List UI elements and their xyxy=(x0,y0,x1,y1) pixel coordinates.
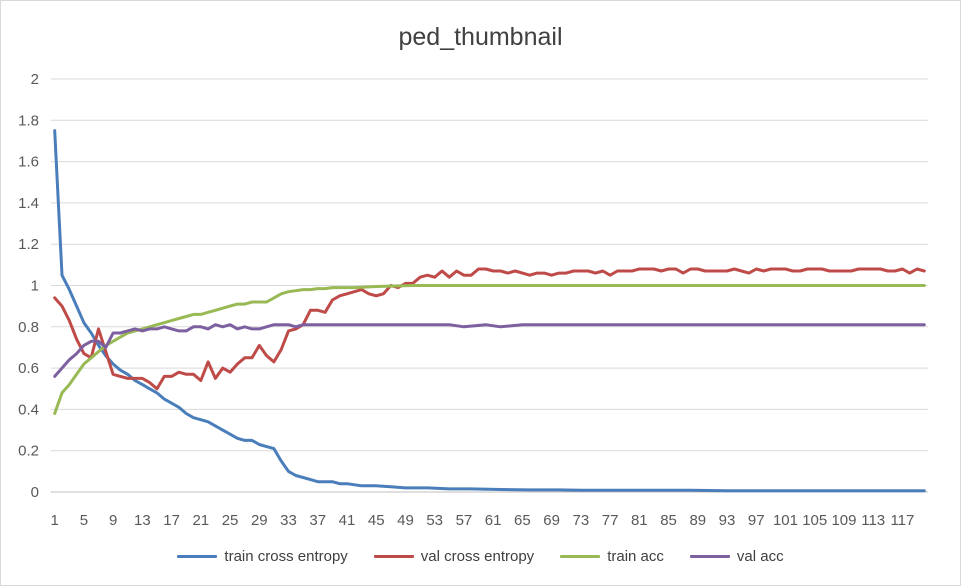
x-tick-label: 49 xyxy=(397,512,414,529)
x-tick-label: 61 xyxy=(485,512,502,529)
legend-label: train acc xyxy=(607,548,664,565)
y-tick-label: 1 xyxy=(31,278,39,295)
chart-legend: train cross entropy val cross entropy trai… xyxy=(1,548,960,565)
x-tick-label: 73 xyxy=(573,512,590,529)
legend-item: val cross entropy xyxy=(373,548,535,565)
y-tick-label: 1.6 xyxy=(18,154,39,171)
legend-swatch xyxy=(373,555,414,558)
series-line xyxy=(53,129,926,493)
y-tick-label: 0.2 xyxy=(18,443,39,460)
legend-item: val acc xyxy=(689,548,784,565)
legend-swatch xyxy=(560,555,601,558)
legend-swatch xyxy=(689,555,730,558)
x-tick-label: 53 xyxy=(426,512,443,529)
x-tick-label: 57 xyxy=(456,512,473,529)
y-tick-label: 0.6 xyxy=(18,360,39,377)
x-tick-label: 29 xyxy=(251,512,268,529)
legend-label: val cross entropy xyxy=(420,548,535,565)
x-tick-label: 69 xyxy=(543,512,560,529)
legend-swatch xyxy=(177,555,218,558)
legend-label: train cross entropy xyxy=(224,548,348,565)
x-tick-label: 33 xyxy=(280,512,297,529)
y-tick-label: 0 xyxy=(31,484,39,501)
x-tick-label: 37 xyxy=(309,512,326,529)
y-tick-label: 2 xyxy=(31,71,39,88)
x-tick-label: 81 xyxy=(631,512,648,529)
y-tick-label: 1.4 xyxy=(18,195,39,212)
x-tick-label: 17 xyxy=(163,512,180,529)
x-tick-label: 97 xyxy=(748,512,765,529)
x-tick-label: 113 xyxy=(861,512,885,529)
x-tick-label: 45 xyxy=(368,512,385,529)
legend-label: val acc xyxy=(736,548,784,565)
x-tick-label: 5 xyxy=(80,512,88,529)
x-tick-label: 25 xyxy=(222,512,239,529)
y-tick-label: 1.8 xyxy=(18,112,39,129)
y-tick-label: 1.2 xyxy=(18,236,39,253)
x-tick-label: 105 xyxy=(802,512,827,529)
x-tick-label: 85 xyxy=(660,512,677,529)
x-tick-label: 109 xyxy=(831,512,856,529)
legend-item: train cross entropy xyxy=(177,548,348,565)
x-tick-label: 41 xyxy=(339,512,356,529)
x-tick-label: 65 xyxy=(514,512,531,529)
x-tick-label: 1 xyxy=(50,512,58,529)
series-line xyxy=(53,267,926,391)
x-tick-label: 77 xyxy=(602,512,619,529)
chart-title: ped_thumbnail xyxy=(398,23,563,51)
x-tick-label: 21 xyxy=(192,512,209,529)
series-line xyxy=(53,284,926,415)
legend-item: train acc xyxy=(560,548,664,565)
y-tick-label: 0.4 xyxy=(18,401,39,418)
y-tick-label: 0.8 xyxy=(18,319,39,336)
x-tick-label: 13 xyxy=(134,512,151,529)
x-tick-label: 117 xyxy=(890,512,914,529)
x-tick-label: 93 xyxy=(719,512,736,529)
x-tick-label: 101 xyxy=(773,512,798,529)
x-tick-label: 9 xyxy=(109,512,117,529)
series-line xyxy=(53,323,926,378)
x-tick-label: 89 xyxy=(689,512,706,529)
